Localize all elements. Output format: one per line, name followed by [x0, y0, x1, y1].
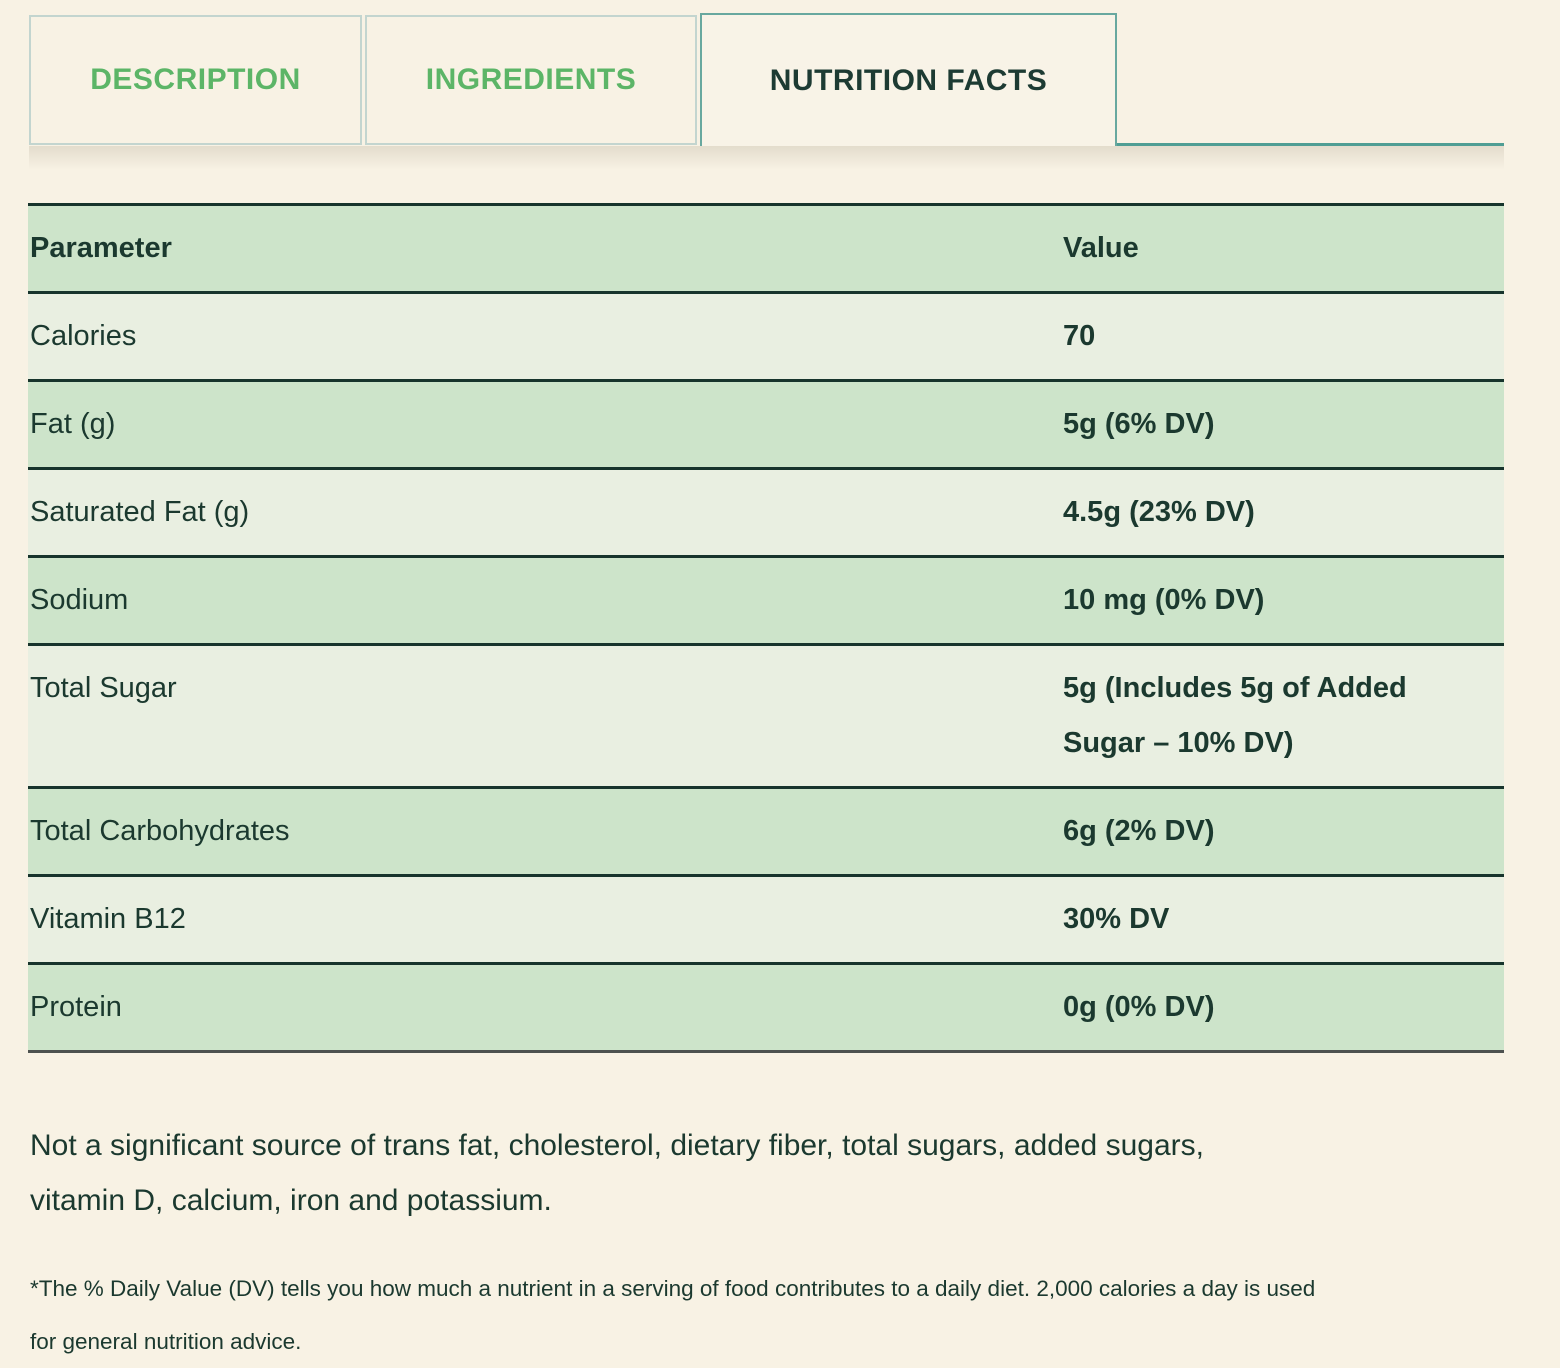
tab-ingredients-label: INGREDIENTS — [425, 63, 637, 96]
tab-ingredients[interactable]: INGREDIENTS — [365, 15, 697, 145]
row-value: 4.5g (23% DV) — [1063, 496, 1255, 528]
row-parameter: Vitamin B12 — [30, 903, 186, 935]
row-parameter: Sodium — [30, 584, 129, 616]
note-not-significant-source: Not a significant source of trans fat, c… — [30, 1129, 1204, 1217]
row-parameter: Protein — [30, 991, 122, 1023]
row-value: 70 — [1063, 320, 1096, 352]
table-row-total-carbohydrates: Total Carbohydrates 6g (2% DV) — [28, 789, 1504, 877]
row-parameter: Total Sugar — [30, 672, 177, 704]
tab-nutrition-facts[interactable]: NUTRITION FACTS — [700, 13, 1117, 146]
tab-description-label: DESCRIPTION — [90, 63, 301, 96]
row-value: 30% DV — [1063, 903, 1170, 935]
row-parameter: Fat (g) — [30, 408, 116, 440]
table-row-sodium: Sodium 10 mg (0% DV) — [28, 558, 1504, 646]
tab-bar-shadow — [29, 146, 1504, 170]
row-value: 6g (2% DV) — [1063, 815, 1215, 847]
note-daily-value-footnote: *The % Daily Value (DV) tells you how mu… — [30, 1276, 1316, 1354]
table-row-calories: Calories 70 — [28, 294, 1504, 382]
row-value: 0g (0% DV) — [1063, 991, 1215, 1023]
header-parameter: Parameter — [30, 232, 172, 264]
table-row-vitamin-b12: Vitamin B12 30% DV — [28, 877, 1504, 965]
row-parameter: Total Carbohydrates — [30, 815, 290, 847]
row-value: 5g (Includes 5g of Added Sugar – 10% DV) — [1063, 672, 1407, 759]
table-row-fat: Fat (g) 5g (6% DV) — [28, 382, 1504, 470]
header-value: Value — [1063, 232, 1139, 264]
table-row-total-sugar: Total Sugar 5g (Includes 5g of Added Sug… — [28, 646, 1504, 789]
tab-nutrition-facts-label: NUTRITION FACTS — [769, 63, 1048, 97]
row-value: 10 mg (0% DV) — [1063, 584, 1265, 616]
nutrition-facts-table: Parameter Value Calories 70 Fat (g) 5g (… — [28, 203, 1504, 1053]
tab-description[interactable]: DESCRIPTION — [29, 15, 362, 145]
row-parameter: Calories — [30, 320, 137, 352]
table-header-row: Parameter Value — [28, 206, 1504, 294]
table-row-protein: Protein 0g (0% DV) — [28, 965, 1504, 1053]
table-row-saturated-fat: Saturated Fat (g) 4.5g (23% DV) — [28, 470, 1504, 558]
active-tab-underline — [1117, 143, 1504, 146]
row-parameter: Saturated Fat (g) — [30, 496, 250, 528]
row-value: 5g (6% DV) — [1063, 408, 1215, 440]
